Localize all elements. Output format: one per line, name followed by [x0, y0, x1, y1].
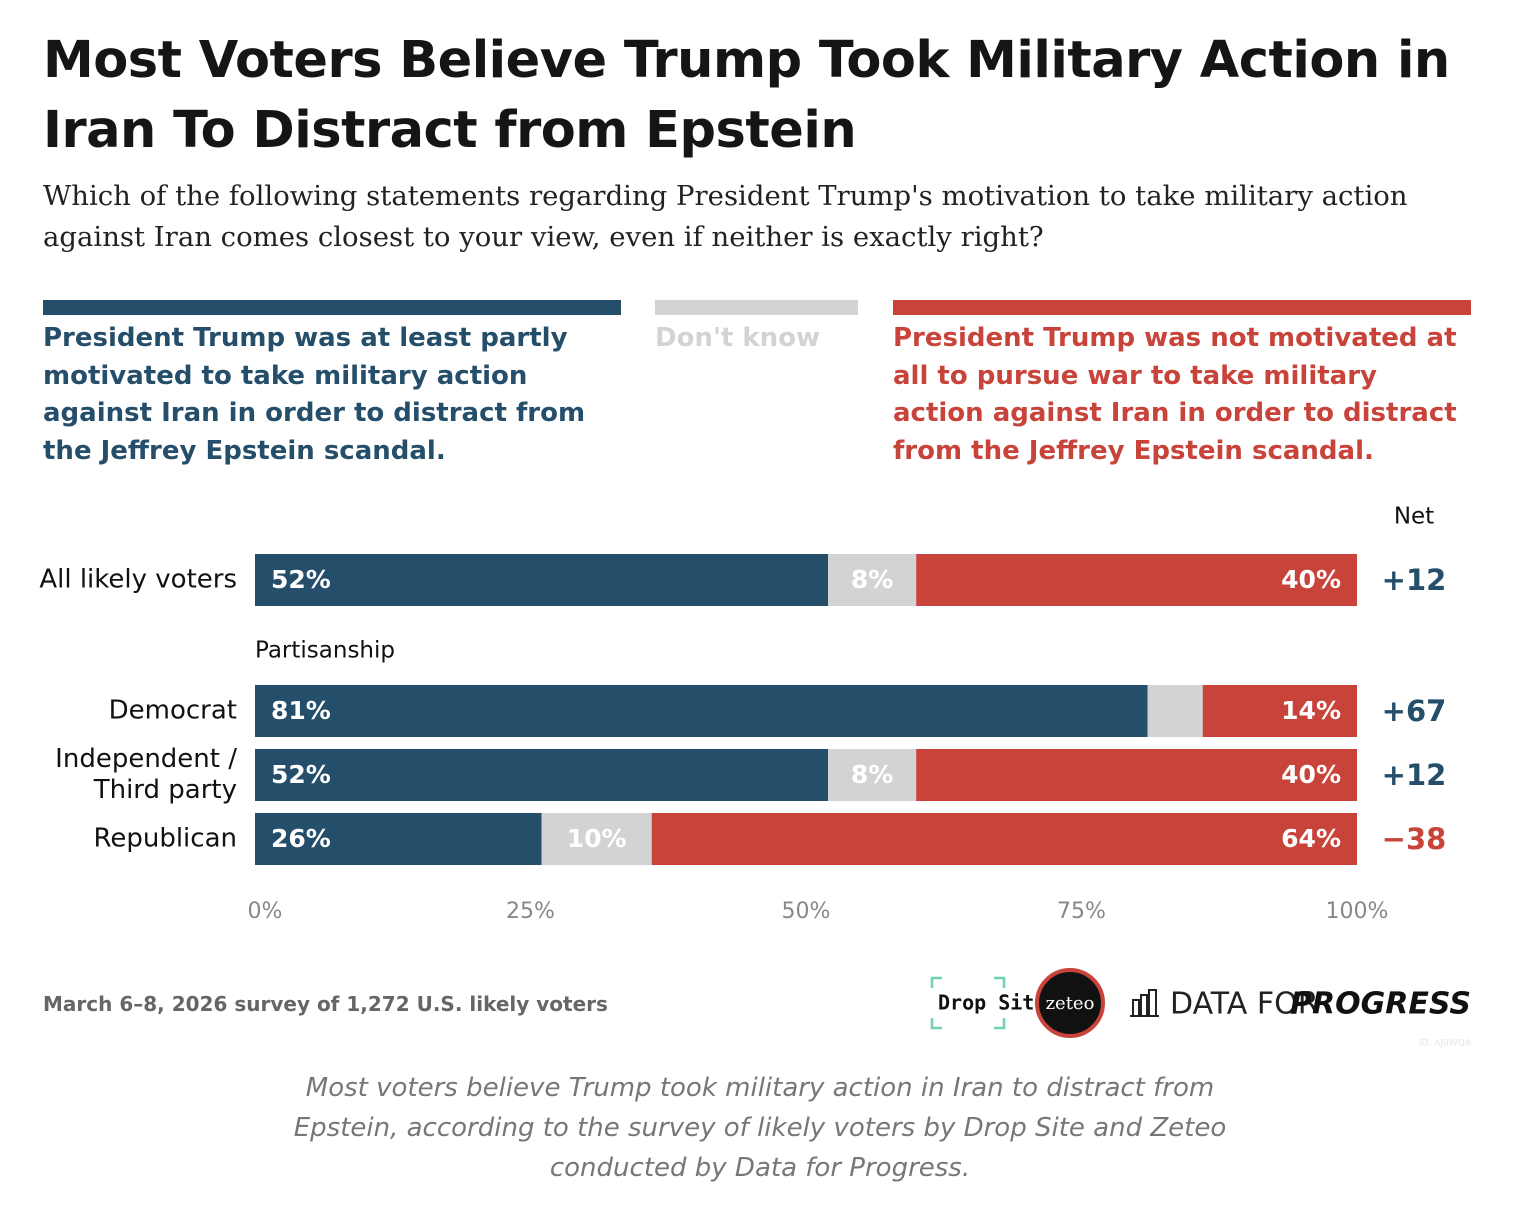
x-tick-label: 100%: [1326, 899, 1389, 924]
value-label: 52%: [271, 760, 331, 789]
value-label: 52%: [271, 565, 331, 594]
bar-segment: [255, 554, 829, 606]
net-value: +12: [1382, 758, 1447, 792]
bar-segment: [828, 554, 917, 606]
legend-swatch: [43, 300, 621, 315]
logo-dfp: DATA FOR: [1170, 987, 1319, 1022]
legend-swatch: [655, 300, 858, 315]
category-label: All likely voters: [39, 564, 237, 595]
logo-frame: [930, 976, 1006, 1030]
bar-segment: [916, 749, 1357, 801]
value-label: 8%: [851, 565, 893, 594]
caption: Most voters believe Trump took military …: [293, 1073, 1227, 1183]
net-value: −38: [1382, 822, 1447, 856]
bar-segment: [255, 749, 829, 801]
logo-zeteo-circle: [1035, 968, 1105, 1038]
value-label: 40%: [1281, 760, 1341, 789]
net-value: +67: [1382, 694, 1447, 728]
bar-segment: [651, 813, 1357, 865]
logo-dfp-icon: [1130, 989, 1159, 1017]
x-tick-label: 0%: [248, 899, 283, 924]
bar-segment: [916, 554, 1357, 606]
value-label: 14%: [1281, 696, 1341, 725]
logo-dfp-bold: PROGRESS: [1290, 987, 1471, 1022]
value-label: 26%: [271, 824, 331, 853]
net-value: +12: [1382, 563, 1447, 597]
legend-swatch: [893, 300, 1471, 315]
group-label: Partisanship: [255, 638, 395, 664]
legend-label: President Trump was at least partly moti…: [43, 323, 586, 466]
source-note: March 6–8, 2026 survey of 1,272 U.S. lik…: [43, 992, 608, 1016]
bar-segment: [255, 813, 542, 865]
value-label: 64%: [1281, 824, 1341, 853]
bar-segment: [255, 685, 1148, 737]
bar-segment: [828, 749, 917, 801]
logo-dropsite: Drop Site: [938, 991, 1046, 1015]
logo-zeteo: zeteo: [1046, 993, 1095, 1014]
chart-subtitle: Which of the following statements regard…: [43, 180, 1408, 253]
value-label: 81%: [271, 696, 331, 725]
value-label: 8%: [851, 760, 893, 789]
category-label: Republican: [93, 823, 237, 854]
bar-segment: [1202, 685, 1357, 737]
category-label: Independent / Third party: [55, 744, 237, 805]
bar-segment: [1147, 685, 1203, 737]
legend-label: Don't know: [655, 323, 821, 353]
value-label: 10%: [567, 824, 627, 853]
net-header: Net: [1394, 504, 1434, 530]
legend-label: President Trump was not motivated at all…: [893, 323, 1457, 466]
chart-id: ID: AJ9WQA: [1419, 1039, 1472, 1049]
bar-segment: [541, 813, 652, 865]
category-label: Democrat: [108, 695, 237, 726]
value-label: 40%: [1281, 565, 1341, 594]
x-tick-label: 75%: [1057, 899, 1106, 924]
chart-title: Most Voters Believe Trump Took Military …: [43, 31, 1450, 160]
x-tick-label: 50%: [782, 899, 831, 924]
x-tick-label: 25%: [506, 899, 555, 924]
